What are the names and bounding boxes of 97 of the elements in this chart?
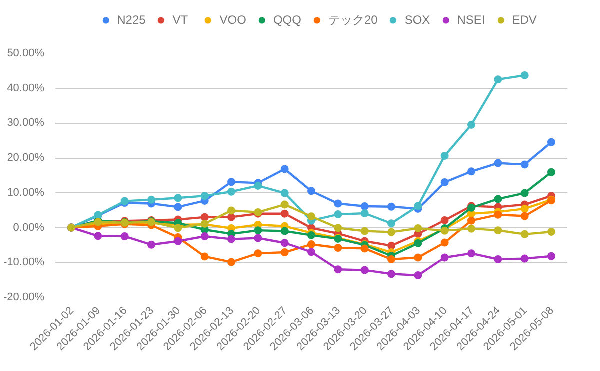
- point: [494, 159, 502, 168]
- point: [414, 202, 422, 210]
- point: [174, 224, 182, 232]
- y-tick-label: 0.00%: [13, 222, 45, 234]
- legend-label: VT: [172, 13, 190, 27]
- point: [414, 272, 422, 280]
- y-tick-label: 30.00%: [7, 117, 45, 130]
- point: [200, 192, 209, 200]
- point: [280, 165, 289, 174]
- point: [280, 248, 289, 257]
- point: [414, 224, 422, 232]
- y-tick-label: 40.00%: [7, 82, 45, 94]
- point: [254, 182, 262, 190]
- point: [440, 238, 449, 247]
- point: [334, 224, 342, 232]
- point: [254, 226, 262, 235]
- point: [148, 196, 156, 204]
- point: [308, 248, 316, 256]
- point: [174, 203, 182, 212]
- point: [388, 220, 396, 228]
- point: [440, 216, 449, 224]
- point: [520, 160, 529, 169]
- point: [94, 232, 102, 240]
- point: [494, 76, 502, 84]
- point: [334, 244, 342, 252]
- point: [520, 204, 529, 213]
- point: [280, 210, 289, 218]
- point: [388, 270, 396, 278]
- point: [468, 250, 476, 258]
- point: [414, 254, 422, 262]
- point: [360, 202, 369, 211]
- point: [148, 240, 156, 249]
- point: [520, 71, 529, 80]
- y-tick-label: -20.00%: [4, 292, 45, 304]
- point: [520, 212, 529, 220]
- point: [308, 187, 316, 196]
- point: [200, 232, 209, 240]
- point: [360, 266, 369, 274]
- point: [308, 240, 316, 249]
- legend-label: VOO: [220, 13, 246, 27]
- y-tick-label: 10.00%: [7, 186, 45, 199]
- point: [334, 200, 342, 208]
- point: [468, 224, 476, 233]
- point: [334, 266, 342, 274]
- point: [228, 258, 236, 266]
- point: [468, 216, 476, 225]
- point: [200, 252, 209, 261]
- point: [548, 168, 556, 176]
- legend-label: QQQ: [273, 13, 302, 27]
- legend-label: EDV: [512, 13, 537, 27]
- point: [494, 256, 502, 264]
- point: [494, 226, 502, 235]
- legend-label: SOX: [404, 13, 430, 27]
- y-tick-label: 20.00%: [7, 152, 45, 164]
- point: [228, 188, 236, 196]
- point: [388, 256, 396, 264]
- point: [548, 228, 556, 236]
- point: [520, 230, 529, 238]
- point: [280, 189, 289, 198]
- point: [548, 252, 556, 260]
- point: [494, 210, 502, 219]
- point: [468, 168, 476, 176]
- point: [174, 194, 182, 202]
- legend-label: テック20: [328, 12, 378, 28]
- point: [494, 195, 502, 204]
- y-tick-label: -10.00%: [4, 256, 45, 269]
- point: [520, 254, 529, 263]
- point: [200, 213, 209, 222]
- point: [120, 232, 129, 240]
- point: [468, 120, 476, 129]
- legend-label: N225: [117, 13, 146, 27]
- point: [360, 227, 369, 236]
- y-tick-label: 50.00%: [7, 48, 45, 60]
- point: [174, 237, 182, 246]
- point: [228, 213, 236, 222]
- point: [308, 231, 316, 240]
- point: [440, 254, 449, 262]
- point: [334, 210, 342, 219]
- point: [520, 189, 529, 198]
- point: [388, 202, 396, 211]
- point: [254, 234, 262, 242]
- point: [360, 210, 369, 218]
- point: [360, 244, 369, 253]
- point: [440, 178, 449, 186]
- point: [228, 178, 236, 186]
- point: [388, 242, 396, 250]
- point: [308, 212, 316, 221]
- point: [228, 235, 236, 244]
- legend-label: NSEI: [457, 13, 486, 27]
- point: [254, 250, 262, 258]
- point: [280, 227, 289, 236]
- point: [280, 239, 289, 248]
- point: [388, 228, 396, 236]
- point: [228, 206, 236, 215]
- point: [440, 152, 449, 160]
- point: [280, 200, 289, 209]
- point: [548, 138, 556, 146]
